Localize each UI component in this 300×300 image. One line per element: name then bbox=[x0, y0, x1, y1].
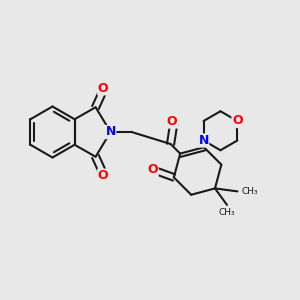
Text: O: O bbox=[232, 115, 243, 128]
Text: N: N bbox=[105, 125, 116, 139]
Text: CH₃: CH₃ bbox=[219, 208, 235, 217]
Text: N: N bbox=[198, 134, 209, 147]
Text: O: O bbox=[98, 82, 108, 95]
Text: O: O bbox=[167, 115, 177, 128]
Text: O: O bbox=[148, 164, 158, 176]
Text: CH₃: CH₃ bbox=[241, 187, 258, 196]
Text: O: O bbox=[98, 169, 108, 182]
